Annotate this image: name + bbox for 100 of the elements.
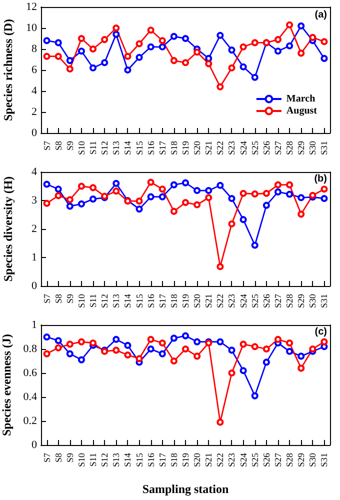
x-tick-label: S8 [53, 294, 64, 304]
x-tick-label: S30 [308, 452, 318, 468]
x-tick-label: S24 [238, 452, 248, 468]
x-tick-label: S28 [284, 294, 295, 308]
annotation: (c) [314, 326, 328, 338]
x-tick-label: S19 [180, 140, 190, 156]
y-tick-label: 3 [32, 194, 38, 206]
x-tick-label: S16 [146, 140, 156, 156]
x-tick-label: S12 [100, 141, 110, 156]
y-tick-label: 0.6 [23, 367, 38, 379]
x-tick-label: S29 [296, 140, 306, 156]
y-tick-label: 10 [26, 22, 38, 34]
y-tick-label: 1 [32, 252, 37, 264]
x-tick-label: S11 [88, 294, 98, 308]
y-tick-label: 4 [32, 166, 38, 178]
x-tick-label: S13 [111, 294, 122, 308]
x-tick-label: S25 [250, 452, 260, 468]
x-tick-label: S26 [261, 140, 272, 156]
x-tick-label: S14 [122, 140, 133, 156]
x-tick-label: S18 [168, 140, 179, 156]
x-tick-label: S20 [192, 452, 202, 468]
x-tick-label: S19 [180, 294, 190, 308]
x-tick-label: S24 [238, 294, 248, 308]
x-tick-label: S16 [146, 294, 156, 308]
y-tick-label: 0.8 [23, 343, 38, 355]
y-tick-label: 12 [26, 1, 37, 13]
y-tick-label: 0 [32, 280, 38, 292]
y-tick-label: 0 [32, 127, 38, 139]
x-tick-label: S26 [261, 452, 272, 468]
y-tick-label: 2 [32, 223, 37, 235]
x-tick-label: S13 [111, 140, 122, 156]
x-tick-label: S15 [134, 140, 144, 156]
x-tick-label: S8 [53, 140, 64, 151]
x-tick-label: S13 [111, 452, 122, 468]
x-tick-label: S24 [238, 140, 248, 156]
x-tick-label: S30 [308, 294, 318, 308]
x-tick-label: S10 [76, 452, 86, 468]
x-tick-label: S12 [100, 453, 110, 468]
x-tick-label: S31 [319, 453, 330, 468]
x-tick-label: S20 [192, 294, 202, 308]
y-tick-label: 6 [32, 64, 38, 76]
x-tick-label: S30 [308, 140, 318, 156]
y-tick-label: 0.2 [23, 415, 37, 427]
x-tick-label: S27 [272, 452, 283, 468]
x-tick-label: S7 [42, 294, 52, 304]
x-tick-label: S7 [42, 140, 52, 151]
x-tick-label: S23 [226, 140, 237, 156]
x-tick-label: S27 [272, 294, 283, 308]
x-tick-label: S28 [284, 140, 295, 156]
x-tick-label: S15 [134, 452, 144, 468]
x-tick-label: S12 [100, 294, 110, 308]
x-tick-label: S29 [296, 452, 306, 468]
x-tick-label: S25 [250, 294, 260, 308]
x-tick-label: S14 [122, 452, 133, 468]
x-tick-label: S10 [76, 140, 86, 156]
x-tick-label: S15 [134, 294, 144, 308]
x-tick-label: S18 [168, 452, 179, 468]
x-tick-label: S20 [192, 140, 202, 156]
x-tick-label: S27 [272, 140, 283, 156]
y-axis-title: Species diversity (H) [1, 176, 15, 282]
x-tick-label: S16 [146, 452, 156, 468]
x-tick-label: S21 [204, 141, 214, 156]
x-tick-label: S17 [157, 140, 168, 156]
x-tick-label: S23 [226, 294, 237, 308]
x-tick-label: S26 [261, 294, 272, 308]
y-tick-label: 1 [32, 319, 37, 331]
x-tick-label: S9 [64, 294, 75, 304]
y-tick-label: 0.4 [23, 391, 38, 403]
x-tick-label: S22 [215, 453, 226, 468]
x-tick-label: S14 [122, 294, 133, 308]
y-tick-label: 8 [32, 43, 38, 55]
legend-label: August [286, 106, 318, 116]
x-tick-label: S31 [319, 294, 330, 308]
x-tick-label: S18 [168, 294, 179, 308]
x-tick-label: S28 [284, 452, 295, 468]
x-tick-label: S17 [157, 452, 168, 468]
x-tick-label: S25 [250, 140, 260, 156]
x-tick-label: S22 [215, 294, 226, 308]
x-tick-label: S10 [76, 294, 86, 308]
y-tick-label: 4 [32, 85, 38, 97]
x-axis-title: Sampling station [142, 482, 229, 496]
x-tick-label: S11 [88, 453, 98, 467]
y-tick-label: 0 [32, 439, 38, 451]
x-tick-label: S19 [180, 452, 190, 468]
x-tick-label: S23 [226, 452, 237, 468]
x-tick-label: S22 [215, 141, 226, 156]
annotation: (b) [314, 174, 328, 184]
x-tick-label: S31 [319, 141, 330, 156]
x-tick-label: S17 [157, 294, 168, 308]
x-tick-label: S29 [296, 294, 306, 308]
x-tick-label: S9 [64, 140, 75, 151]
x-tick-label: S21 [204, 294, 214, 308]
x-tick-label: S9 [64, 452, 75, 463]
y-axis-title: Species richness (D) [1, 19, 15, 121]
x-tick-label: S7 [42, 452, 52, 463]
y-tick-label: 2 [32, 106, 37, 118]
annotation: (a) [314, 10, 328, 20]
x-tick-label: S8 [53, 452, 64, 463]
legend-label: March [286, 94, 316, 104]
x-tick-label: S21 [204, 453, 214, 468]
